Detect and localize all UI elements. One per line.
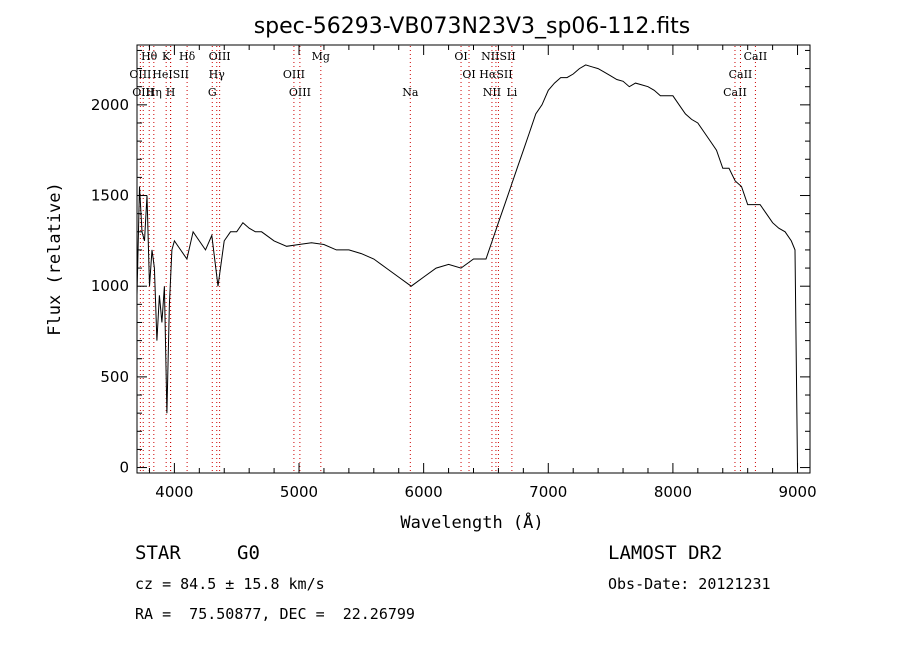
redshift-value: cz = 84.5 ± 15.8 km/s	[135, 575, 325, 593]
y-axis-ticks: 0 500 1000 1500 2000	[91, 49, 810, 477]
spectral-line-label: Hγ	[209, 68, 226, 81]
spectral-line-label: OIII	[132, 86, 154, 99]
spectral-line-label: HeISII	[152, 68, 189, 81]
spectral-line-label: G	[208, 86, 217, 99]
spectral-line-label: HαSII	[479, 68, 512, 81]
spectral-line-label: OIII	[209, 50, 231, 63]
spectral-line-label: CaII	[744, 50, 768, 63]
spectral-line-label: Mg	[312, 50, 330, 63]
y-tick-label: 500	[100, 368, 129, 386]
spectral-line-label: Li	[506, 86, 517, 99]
x-tick-label: 8000	[654, 483, 692, 501]
spectral-line-label: NIISII	[481, 50, 516, 63]
x-tick-label: 9000	[778, 483, 816, 501]
survey-name: LAMOST DR2	[608, 542, 723, 564]
observation-date: Obs-Date: 20121231	[608, 575, 771, 593]
spectral-line-label: OI	[454, 50, 467, 63]
spectral-line-label: NII	[483, 86, 501, 99]
spectrum-chart: spec-56293-VB073N23V3_sp06-112.fits Hθ K H…	[45, 14, 817, 533]
x-axis-ticks: 4000 5000 6000 7000 8000 9000	[148, 45, 817, 501]
spectral-line-label: Hη	[146, 86, 162, 99]
x-tick-label: 7000	[529, 483, 567, 501]
coordinates: RA = 75.50877, DEC = 22.26799	[135, 605, 415, 623]
object-subclass: G0	[237, 542, 260, 564]
spectral-line-label: H	[166, 86, 176, 99]
spectral-line-markers	[139, 46, 756, 472]
x-tick-label: 5000	[280, 483, 318, 501]
y-tick-label: 0	[119, 459, 129, 477]
x-tick-label: 6000	[405, 483, 443, 501]
spectral-line-label: Na	[402, 86, 419, 99]
spectral-line-label: CaII	[729, 68, 753, 81]
spectral-line-label: OIII	[283, 68, 305, 81]
y-axis-label: Flux (relative)	[45, 182, 65, 336]
spectrum-line	[136, 64, 798, 468]
chart-title: spec-56293-VB073N23V3_sp06-112.fits	[254, 14, 691, 39]
x-axis-label: Wavelength (Å)	[400, 511, 543, 533]
spectral-line-label: OIII	[129, 68, 151, 81]
spectral-line-label: K	[162, 50, 171, 63]
spectral-line-label: CaII	[723, 86, 747, 99]
spectral-line-label: OIII	[289, 86, 311, 99]
spectral-line-label: Hθ	[141, 50, 158, 63]
object-class: STAR	[135, 542, 181, 564]
y-tick-label: 1000	[91, 277, 129, 295]
spectral-line-label: OI	[462, 68, 475, 81]
y-tick-label: 2000	[91, 96, 129, 114]
y-tick-label: 1500	[91, 187, 129, 205]
x-tick-label: 4000	[155, 483, 193, 501]
spectral-line-label: Hδ	[179, 50, 196, 63]
